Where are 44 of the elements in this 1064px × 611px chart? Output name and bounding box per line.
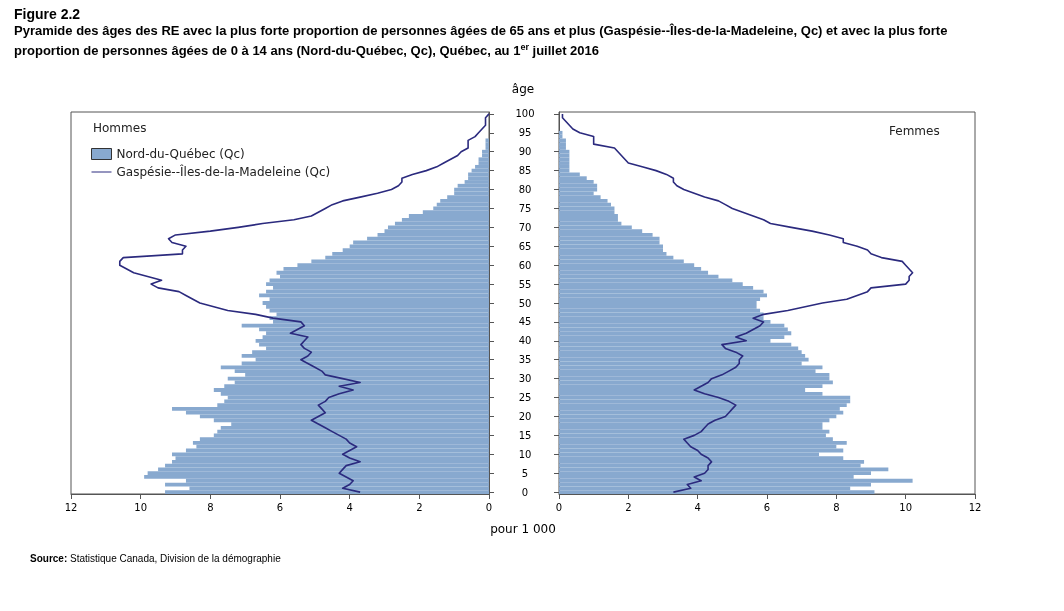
y-tick-label: 85 — [518, 165, 532, 177]
x-tick-label: 12 — [64, 501, 78, 513]
legend-label: Gaspésie--Îles-de-la-Madeleine (Qc) — [116, 164, 331, 179]
y-tick-label: 95 — [518, 127, 532, 139]
x-tick-label: 2 — [416, 501, 423, 513]
y-tick-label: 0 — [521, 486, 529, 498]
y-tick-label: 70 — [518, 221, 532, 233]
y-tick-label: 60 — [518, 259, 532, 271]
y-tick-label: 20 — [518, 410, 532, 422]
y-tick-label: 80 — [518, 184, 532, 196]
y-tick-label: 30 — [518, 373, 532, 385]
annotation: Hommes — [93, 121, 147, 135]
x-tick-label: 6 — [276, 501, 284, 513]
y-tick-label: 55 — [518, 278, 532, 290]
x-tick-label: 6 — [763, 501, 771, 513]
y-tick-label: 90 — [518, 146, 532, 158]
x-tick-label: 4 — [346, 501, 353, 513]
y-tick-label: 10 — [518, 448, 532, 460]
y-tick-label: 75 — [518, 202, 532, 214]
x-axis-title: pour 1 000 — [489, 522, 557, 536]
y-tick-label: 65 — [518, 240, 532, 252]
chart-subtitle: Pyramide des âges des RE avec la plus forte proportion de personnes âgées de 65 ans et plus (Gaspésie--Îles-de-la-Madeleine, Qc) et avec la plus forte proportion de personnes âgées de 0 à 14 ans (Nord-du-Québec, Qc), Québec, au 1$^{er}$ juillet 2016 — [14, 22, 949, 60]
x-tick-label: 2 — [625, 501, 632, 513]
y-tick-label: 100 — [515, 108, 535, 120]
y-tick-label: 5 — [521, 467, 529, 479]
x-tick-label: 8 — [207, 501, 214, 513]
x-tick-label: 8 — [833, 501, 840, 513]
x-tick-label: 4 — [694, 501, 701, 513]
y-tick-label: 35 — [518, 354, 532, 366]
y-tick-label: 15 — [518, 429, 532, 441]
x-tick-label: 12 — [968, 501, 982, 513]
annotation: Femmes — [889, 124, 940, 138]
x-tick-label: 0 — [555, 501, 563, 513]
x-tick-label: 10 — [134, 501, 148, 513]
x-tick-label: 0 — [485, 501, 493, 513]
y-axis-title: âge — [510, 82, 536, 96]
source-note: Source: Statistique Canada, Division de la démographie — [30, 553, 281, 564]
chart-title: Figure 2.2 — [14, 6, 82, 22]
y-tick-label: 50 — [518, 297, 532, 309]
y-tick-label: 25 — [518, 392, 532, 404]
y-tick-label: 45 — [518, 316, 532, 328]
y-tick-label: 40 — [518, 335, 532, 347]
x-tick-label: 10 — [899, 501, 913, 513]
legend-label: Nord-du-Québec (Qc) — [116, 147, 245, 161]
